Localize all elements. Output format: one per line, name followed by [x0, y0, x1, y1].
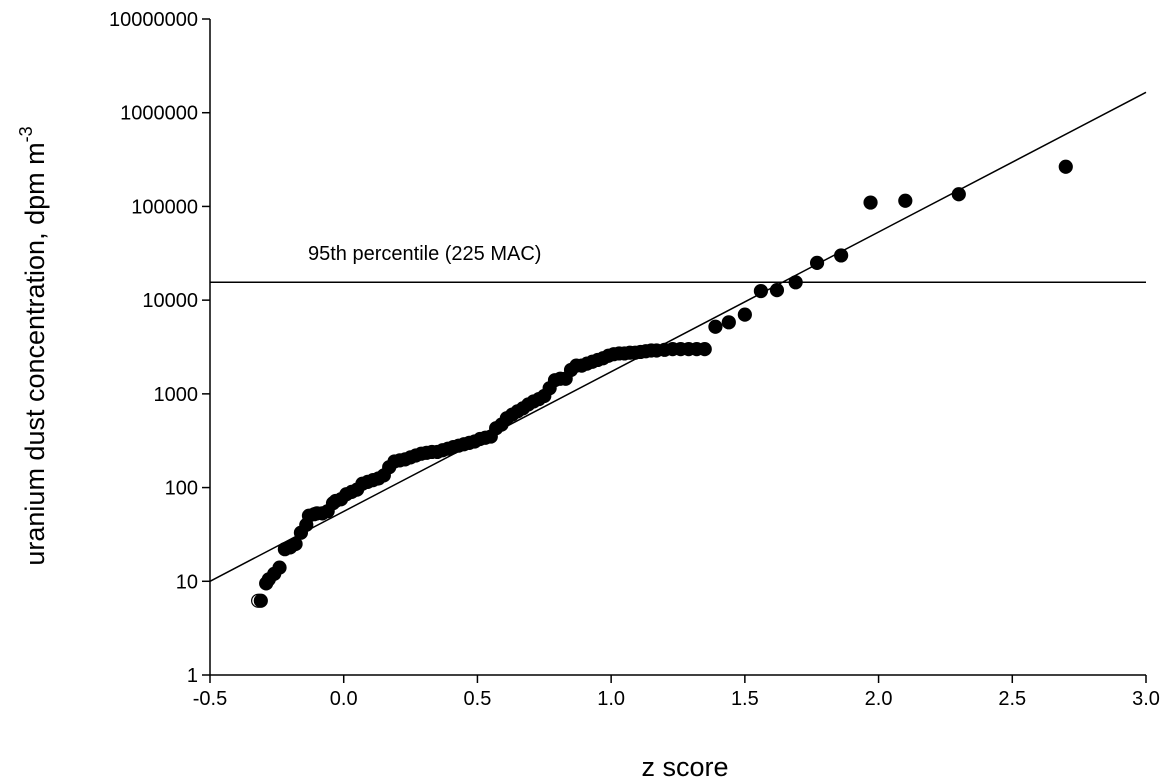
- data-points: [251, 159, 1073, 608]
- data-point: [898, 193, 913, 208]
- data-point: [253, 593, 268, 608]
- data-point: [834, 248, 849, 263]
- x-tick-label: 1.0: [597, 688, 625, 710]
- chart-lines: [209, 91, 1147, 582]
- y-tick-label: 10: [176, 571, 198, 593]
- data-point: [1058, 159, 1073, 174]
- data-point: [708, 319, 723, 334]
- x-tick-label: -0.5: [193, 688, 227, 710]
- x-axis-title: z score: [641, 752, 728, 782]
- x-axis: -0.5 0.0 0.5 1.0 1.5 2.0 2.5 3.0: [193, 675, 1160, 710]
- y-tick-label: 1000: [154, 384, 199, 406]
- data-point: [863, 195, 878, 210]
- y-tick-label: 1: [187, 665, 198, 687]
- data-point: [788, 275, 803, 290]
- y-tick-label: 10000: [142, 290, 198, 312]
- y-tick-label: 100: [165, 478, 198, 500]
- x-tick-label: 0.5: [464, 688, 492, 710]
- data-point: [288, 536, 303, 552]
- y-axis-title-superscript: -3: [16, 126, 36, 142]
- y-tick-label: 10000000: [109, 9, 198, 31]
- y-axis: 1 10 100 1000 10000 100000 1000000 10000000: [109, 9, 210, 687]
- x-tick-label: 0.0: [330, 688, 358, 710]
- y-axis-title: uranium dust concentration, dpm m-3: [16, 126, 50, 565]
- data-point: [951, 187, 966, 202]
- data-point: [721, 315, 736, 330]
- plot-area: [209, 19, 1146, 676]
- data-point: [737, 307, 752, 322]
- y-tick-label: 100000: [131, 196, 198, 218]
- x-tick-label: 1.5: [731, 688, 759, 710]
- data-point: [753, 283, 769, 299]
- regression-fit-line: [209, 91, 1147, 582]
- data-point: [697, 342, 712, 357]
- x-tick-label: 3.0: [1132, 688, 1160, 710]
- x-tick-label: 2.5: [998, 688, 1026, 710]
- data-point: [769, 282, 785, 298]
- reference-line-label: 95th percentile (225 MAC): [308, 243, 541, 265]
- x-tick-label: 2.0: [865, 688, 893, 710]
- data-point: [809, 255, 825, 270]
- y-tick-label: 1000000: [120, 103, 198, 125]
- y-axis-title-text: uranium dust concentration, dpm m: [20, 142, 50, 565]
- data-point: [272, 560, 287, 575]
